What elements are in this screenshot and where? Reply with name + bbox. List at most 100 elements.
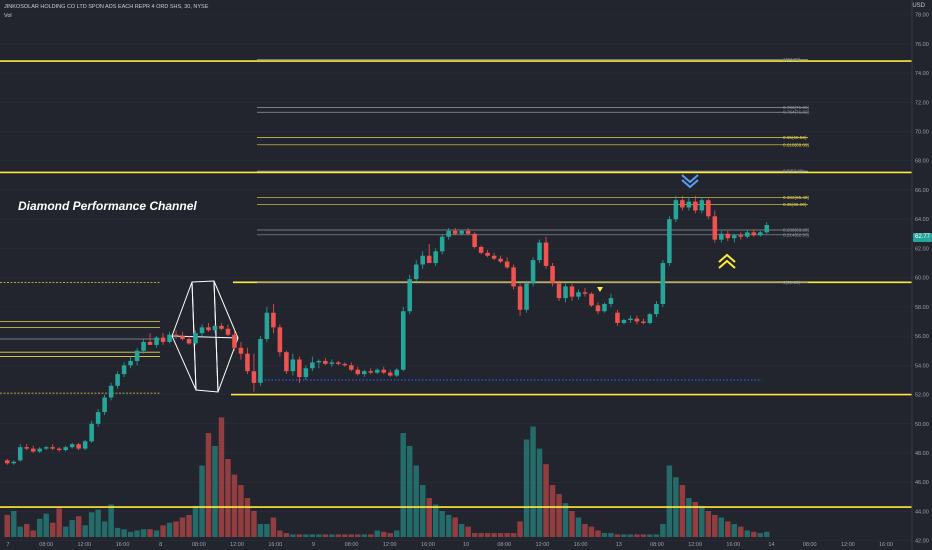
candle-body (595, 305, 601, 312)
price-axis: 42.00 44.00 46.00 48.00 50.00 52.00 54.00 56.00… (911, 0, 929, 550)
candle-body (290, 359, 296, 372)
volume-bar (484, 533, 491, 537)
volume-bar (439, 511, 445, 537)
candle-body (134, 350, 140, 361)
price-tick-label: 56.00 (915, 334, 929, 340)
volume-bar (666, 465, 673, 537)
candle-body (543, 242, 549, 266)
volume-bar (368, 534, 374, 537)
time-axis: 7 08:00 12:00 16:00 8 08:00 12:00 16:00 9 08:00 12… (6, 542, 892, 548)
candle-body (498, 258, 503, 262)
volume-bar (634, 534, 640, 537)
candle-body (686, 201, 692, 208)
volume-bar (251, 511, 257, 537)
candle-body (43, 447, 49, 449)
volume-bar (679, 485, 686, 537)
candle-body (433, 251, 438, 264)
candle-body (69, 444, 75, 448)
time-tick-label: 7 (6, 542, 9, 548)
volume-bar (329, 534, 335, 537)
volume-bar (601, 533, 608, 537)
volume-bar (75, 516, 82, 537)
volume-indicator-label[interactable]: Vol (4, 13, 12, 19)
symbol-title[interactable]: JINKOSOLAR HOLDING CO LTD SPON ADS EACH … (4, 4, 209, 10)
volume-bar (400, 433, 406, 537)
volume-bar (458, 524, 465, 537)
volume-bar (536, 448, 543, 537)
time-tick-label: 14 (768, 542, 774, 548)
candle-body (426, 255, 432, 264)
candle-body (89, 423, 94, 442)
volume-bar (530, 426, 536, 537)
volume-bar (614, 534, 621, 537)
candle-body (17, 447, 23, 461)
volume-bar (692, 501, 699, 537)
candle-body (303, 368, 309, 378)
volume-bar (290, 534, 296, 537)
candle-body (264, 312, 270, 340)
fib-label: 0.214(62.93) (783, 232, 810, 237)
volume-bar (757, 533, 763, 537)
fib-label: 0.5(67.29) (783, 169, 804, 174)
volume-bar (270, 517, 277, 537)
time-tick-label: 10 (463, 542, 469, 548)
volume-bar (374, 530, 380, 537)
time-tick-label: 12:00 (230, 542, 244, 548)
candle-body (641, 321, 646, 323)
candle-body (439, 236, 445, 252)
volume-bar (192, 505, 199, 537)
candle-body (485, 252, 490, 256)
volume-bar (738, 526, 744, 537)
volume-bar (660, 524, 666, 537)
candle-body (654, 303, 659, 315)
chart-header: JINKOSOLAR HOLDING CO LTD SPON ADS EACH … (4, 3, 208, 21)
candle-body (147, 341, 153, 345)
volume-bar (595, 530, 601, 537)
time-tick-label: 08:00 (192, 542, 206, 548)
candle-body (420, 255, 425, 265)
volume-bar (140, 529, 147, 537)
volume-bar (322, 534, 329, 537)
price-tick-label: 68.00 (915, 159, 929, 165)
price-tick-label: 78.00 (915, 13, 929, 19)
price-tick-label: 66.00 (915, 188, 929, 194)
candle-body (452, 230, 458, 234)
price-tick-label: 74.00 (915, 71, 929, 77)
diamond-right (213, 280, 239, 393)
time-tick-label: 8 (159, 542, 162, 548)
sell-marker-chevron (681, 179, 699, 189)
price-tick-label: 54.00 (915, 363, 929, 369)
candle-body (764, 225, 770, 233)
candle-body (647, 314, 653, 323)
candle-body (225, 328, 231, 335)
volume-bar (471, 533, 478, 537)
volume-bar (394, 530, 400, 537)
volume-bar (101, 521, 108, 537)
candle-body (530, 260, 536, 284)
channel-annotation: Diamond Performance Channel (18, 199, 197, 213)
candle-body (297, 359, 302, 378)
candle-body (504, 261, 510, 268)
last-price-tag: 62.77 (913, 232, 932, 242)
candle-body (316, 360, 322, 363)
candle-body (154, 337, 159, 345)
candle-body (413, 264, 419, 280)
candle-body (102, 397, 107, 413)
candle-body (517, 286, 523, 310)
candle-body (219, 325, 224, 329)
buy-marker-chevron (718, 259, 736, 269)
candle-body (336, 362, 341, 364)
volume-bar (355, 534, 361, 537)
small-marker (597, 287, 603, 292)
candle-body (167, 334, 172, 342)
volume-bar (725, 521, 731, 537)
candle-body (95, 412, 101, 424)
time-tick-label: 13 (616, 542, 622, 548)
candle-body (355, 369, 361, 375)
volume-bar (432, 504, 439, 537)
candle-body (491, 255, 497, 259)
volume-bar (510, 533, 517, 537)
candle-body (563, 286, 568, 299)
candle-body (323, 360, 328, 364)
